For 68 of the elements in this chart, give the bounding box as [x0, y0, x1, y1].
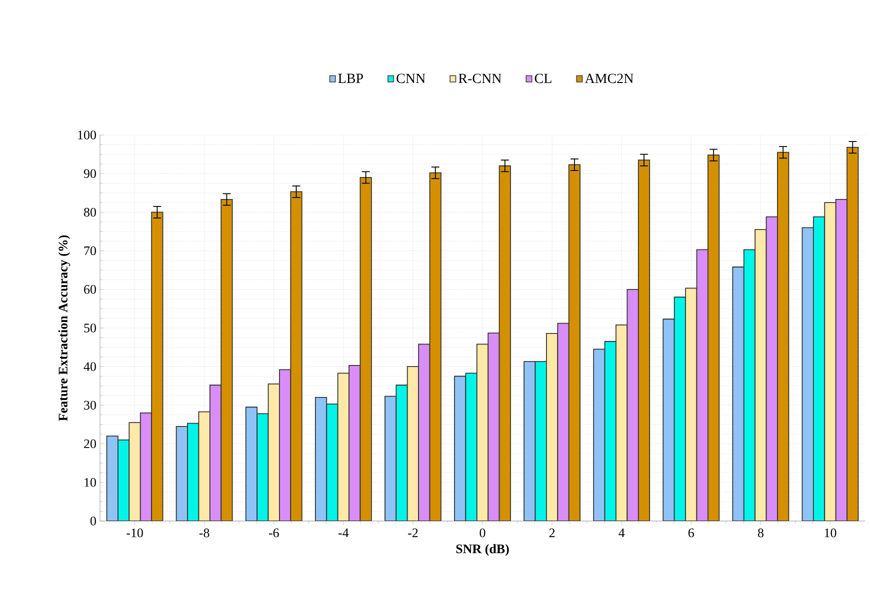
x-tick-label: 0	[480, 528, 486, 538]
bar	[616, 324, 628, 521]
legend-label: CL	[534, 74, 552, 84]
x-tick-label: -8	[199, 528, 210, 538]
y-tick-label: 30	[84, 400, 96, 410]
y-tick-label: 60	[84, 285, 96, 294]
y-tick-label: 100	[78, 130, 96, 140]
legend-label: R-CNN	[458, 74, 502, 84]
bar	[488, 332, 500, 521]
x-tick-label: -6	[268, 528, 279, 538]
bar	[802, 227, 814, 521]
x-tick-label: 8	[758, 528, 764, 538]
bar	[824, 202, 836, 521]
bar	[524, 361, 536, 521]
y-axis-title: Feature Extraction Accuracy (%)	[58, 235, 70, 421]
x-tick-label: 4	[618, 528, 625, 538]
y-tick-label: 40	[84, 362, 96, 371]
bar	[348, 364, 361, 521]
y-tick-label: 10	[84, 478, 96, 487]
bar	[220, 199, 233, 521]
bar	[568, 164, 580, 521]
y-tick-label: 70	[84, 246, 96, 256]
bar	[732, 266, 744, 521]
y-tick-label: 50	[84, 324, 96, 332]
x-tick-label: -4	[338, 528, 349, 538]
x-axis-title: SNR (dB)	[456, 544, 509, 556]
bar	[396, 384, 408, 521]
bar	[326, 404, 338, 521]
bar	[685, 288, 698, 521]
bar	[662, 318, 675, 521]
y-tick-label: 20	[84, 439, 96, 448]
bar	[465, 372, 478, 521]
bar	[846, 146, 859, 521]
bar	[198, 411, 210, 521]
bar	[256, 413, 269, 521]
x-tick-label: -2	[408, 528, 418, 538]
x-tick-label: -10	[126, 528, 143, 538]
x-tick-label: 2	[549, 528, 555, 538]
bar	[777, 152, 790, 521]
bar	[638, 160, 650, 521]
y-tick-label: 80	[84, 208, 96, 217]
bar	[557, 322, 570, 521]
bar	[290, 191, 302, 521]
y-tick-label: 0	[90, 516, 96, 526]
legend-label: AMC2N	[584, 74, 634, 84]
bar	[707, 154, 720, 521]
legend-label: CNN	[396, 74, 426, 84]
bar	[766, 216, 778, 521]
bar	[106, 436, 118, 521]
bar	[429, 172, 442, 521]
bar	[151, 212, 164, 521]
bar	[360, 177, 372, 521]
y-tick-label: 90	[84, 169, 96, 178]
bar	[604, 341, 616, 521]
bar	[593, 348, 606, 521]
bar	[418, 344, 430, 521]
bar	[187, 422, 200, 521]
x-tick-label: 10	[824, 528, 836, 538]
bar	[268, 384, 280, 521]
bar	[534, 361, 547, 521]
bar	[626, 288, 639, 521]
bar	[498, 165, 511, 521]
bar	[128, 422, 141, 521]
legend-label: LBP	[338, 74, 363, 83]
bar	[754, 229, 767, 521]
bar	[454, 376, 466, 521]
bar	[696, 249, 708, 521]
x-tick-label: 6	[688, 528, 694, 538]
